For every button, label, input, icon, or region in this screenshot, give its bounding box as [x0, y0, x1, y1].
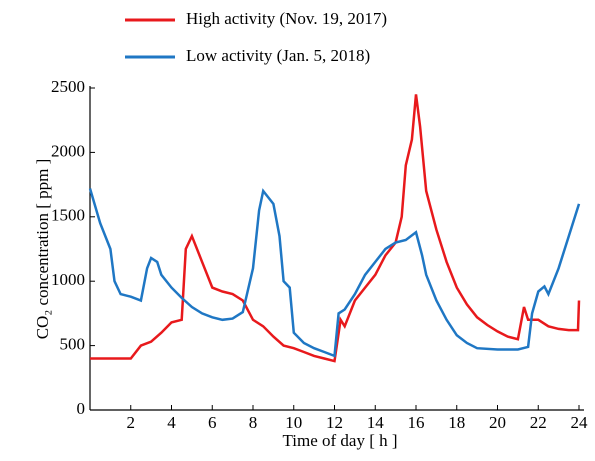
x-tick-label: 16 [408, 413, 425, 432]
y-tick-label: 2000 [51, 141, 85, 160]
data-line [90, 94, 581, 363]
legend-label: High activity (Nov. 19, 2017) [186, 9, 387, 28]
y-tick-label: 1000 [51, 270, 85, 289]
y-tick-label: 1500 [51, 206, 85, 225]
x-tick-label: 6 [208, 413, 217, 432]
x-tick-label: 8 [249, 413, 258, 432]
x-tick-label: 12 [326, 413, 343, 432]
x-tick-label: 10 [285, 413, 302, 432]
x-tick-label: 2 [127, 413, 136, 432]
x-tick-label: 24 [571, 413, 589, 432]
y-tick-label: 0 [77, 399, 86, 418]
x-tick-label: 18 [448, 413, 465, 432]
y-tick-label: 2500 [51, 77, 85, 96]
y-axis-label: CO₂ concentration [ ppm ] [33, 159, 52, 340]
legend-label: Low activity (Jan. 5, 2018) [186, 46, 370, 65]
x-tick-label: 20 [489, 413, 506, 432]
data-line [88, 188, 581, 358]
x-tick-label: 22 [530, 413, 547, 432]
x-tick-label: 4 [167, 413, 176, 432]
x-axis-label: Time of day [ h ] [282, 431, 397, 450]
y-tick-label: 500 [60, 335, 86, 354]
x-tick-label: 14 [367, 413, 385, 432]
